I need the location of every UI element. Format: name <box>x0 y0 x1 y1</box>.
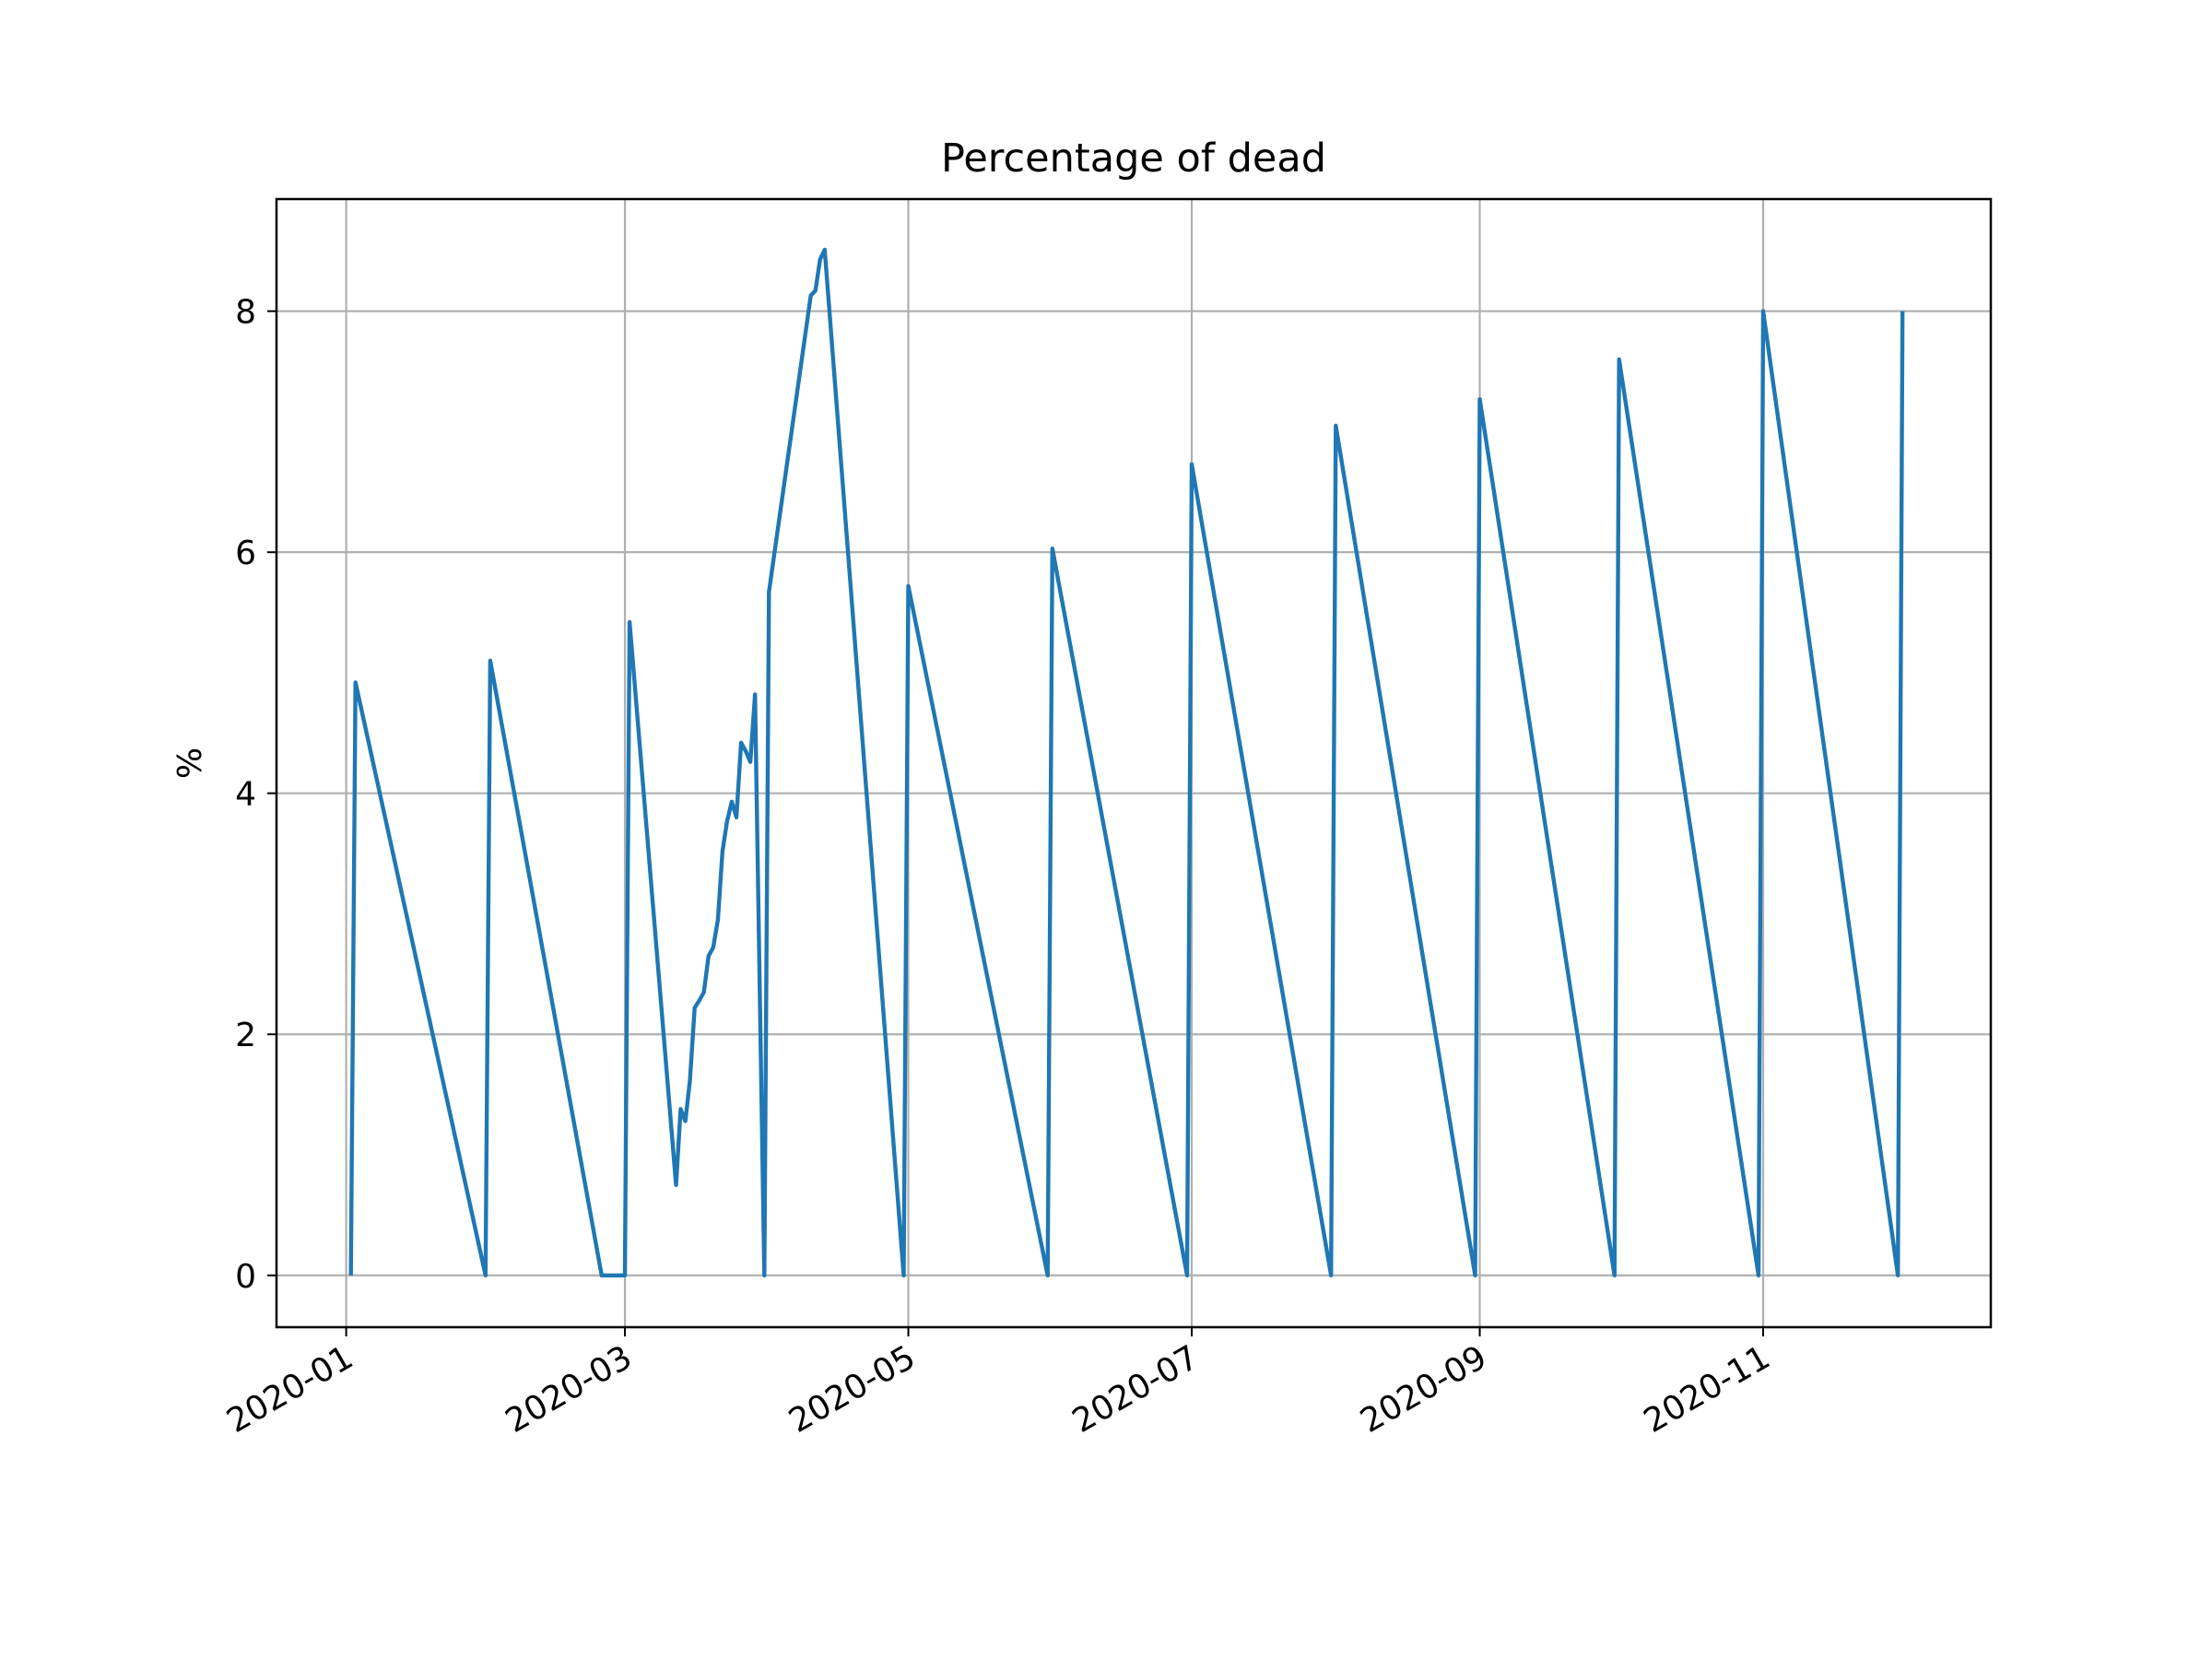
series-group <box>348 247 1905 1278</box>
y-tick-label: 2 <box>235 1017 256 1054</box>
y-tick-label: 6 <box>235 535 256 572</box>
chart-title: Percentage of dead <box>941 135 1326 182</box>
y-tick-label: 4 <box>235 776 256 814</box>
series-line <box>348 247 1905 1278</box>
y-tick-label: 0 <box>235 1258 256 1296</box>
plot-frame <box>275 197 1993 1329</box>
y-tick-label: 8 <box>235 294 256 332</box>
y-axis-label: % <box>171 747 209 779</box>
